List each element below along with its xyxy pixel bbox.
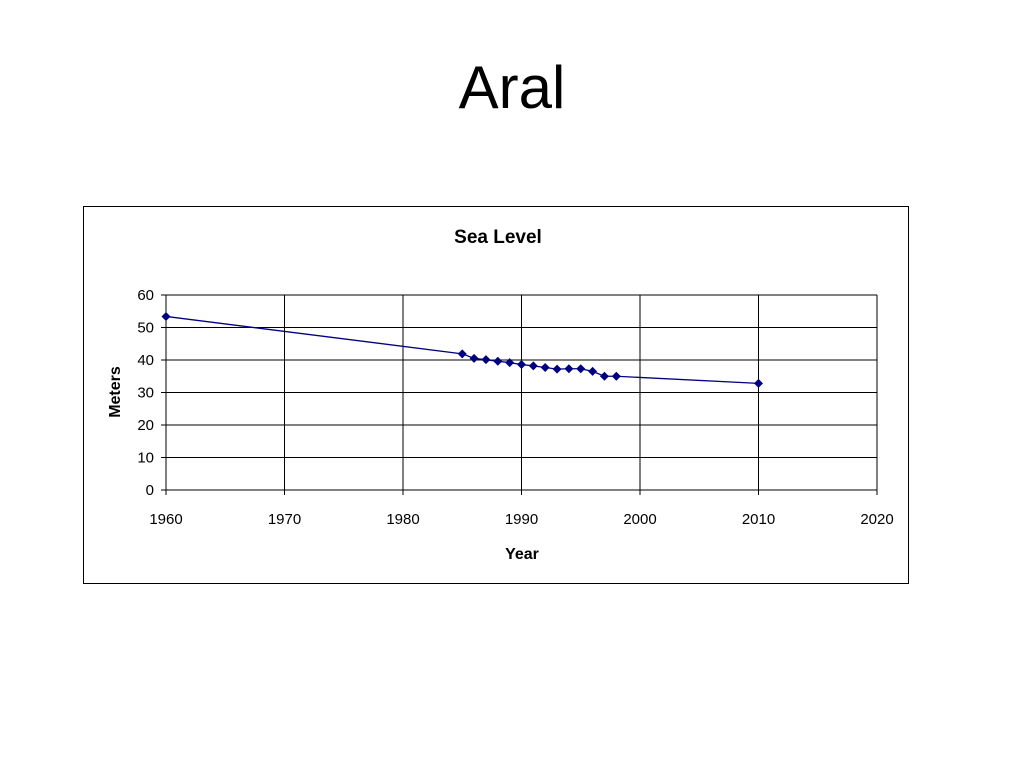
data-point-marker: [517, 360, 526, 370]
axis-ticks: 0 10 20 30 40 50 60 1960 1970 1980 1990 2000 2010 202…: [137, 287, 893, 528]
y-tick-label: 0: [146, 482, 154, 499]
chart-frame: Sea Level Year Meters 0 10 20 30 40 50 60 1960 1…: [83, 206, 909, 584]
sea-level-chart: Sea Level Year Meters 0 10 20 30 40 50 60 1960 1…: [107, 227, 894, 563]
x-tick-label: 2020: [860, 511, 893, 528]
data-point-marker: [564, 364, 574, 374]
y-tick-label: 60: [137, 287, 154, 304]
data-point-marker: [540, 362, 550, 372]
series-line: [165, 315, 759, 385]
y-tick-label: 20: [137, 417, 154, 434]
data-point-marker: [754, 378, 763, 388]
chart-title: Sea Level: [454, 227, 542, 248]
x-tick-label: 2010: [742, 511, 775, 528]
data-point-marker: [493, 356, 503, 366]
data-point-marker: [505, 358, 515, 368]
data-point-marker: [161, 311, 171, 321]
y-axis-label: Meters: [107, 366, 124, 418]
data-point-marker: [552, 364, 562, 374]
data-point-marker: [481, 355, 491, 365]
data-point-marker: [528, 361, 538, 371]
data-point-marker: [469, 353, 479, 363]
slide-title: Aral: [458, 54, 566, 121]
grid-lines: [165, 294, 878, 491]
data-series: [161, 311, 763, 388]
y-tick-label: 10: [137, 450, 154, 467]
y-tick-label: 50: [137, 320, 154, 337]
y-tick-label: 30: [137, 385, 154, 402]
y-tick-label: 40: [137, 352, 154, 369]
data-point-marker: [599, 371, 609, 381]
data-point-marker: [588, 366, 598, 376]
x-tick-label: 1990: [505, 511, 538, 528]
x-tick-label: 2000: [623, 511, 656, 528]
data-point-marker: [611, 371, 621, 381]
data-point-marker: [457, 349, 467, 359]
x-tick-label: 1960: [149, 511, 182, 528]
data-point-marker: [576, 364, 586, 374]
x-tick-label: 1970: [268, 511, 301, 528]
x-axis-label: Year: [505, 546, 539, 563]
x-tick-label: 1980: [386, 511, 419, 528]
